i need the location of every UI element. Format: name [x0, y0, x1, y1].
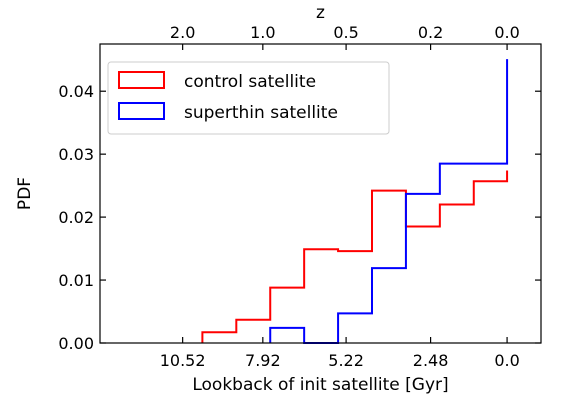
x-axis-label: Lookback of init satellite [Gyr]: [192, 375, 448, 395]
series-line-superthin: [269, 59, 509, 344]
top-tick-label: 0.2: [418, 23, 443, 42]
legend-entry-control: control satellite: [184, 72, 316, 92]
series-layer: [201, 59, 509, 344]
y-tick-label: 0.00: [58, 334, 94, 353]
top-x-axis-label: z: [316, 3, 325, 23]
y-tick-label: 0.01: [58, 271, 94, 290]
legend: control satellite superthin satellite: [107, 61, 390, 135]
legend-entry-superthin: superthin satellite: [184, 103, 338, 123]
legend-box: [107, 61, 390, 135]
y-tick-label: 0.03: [58, 145, 94, 164]
legend-swatch-control: [118, 71, 165, 89]
legend-swatch-superthin: [118, 102, 165, 120]
x-tick-label: 2.48: [413, 351, 449, 370]
x-tick-label: 5.22: [328, 351, 364, 370]
y-tick-label: 0.04: [58, 82, 94, 101]
top-tick-label: 0.5: [333, 23, 358, 42]
ticks-layer: 10.52 7.92 5.22 2.48 0.0 2.0 1.0 0.5 0.2 0.0 0.00 0…: [58, 23, 541, 370]
top-tick-label: 0.0: [494, 23, 519, 42]
y-tick-label: 0.02: [58, 208, 94, 227]
y-axis-label: PDF: [15, 177, 35, 210]
top-tick-label: 1.0: [250, 23, 275, 42]
x-tick-label: 10.52: [160, 351, 206, 370]
series-line-control: [201, 170, 509, 343]
top-tick-label: 2.0: [170, 23, 195, 42]
x-tick-label: 0.0: [494, 351, 519, 370]
x-tick-label: 7.92: [245, 351, 281, 370]
plot-frame: [99, 43, 542, 344]
